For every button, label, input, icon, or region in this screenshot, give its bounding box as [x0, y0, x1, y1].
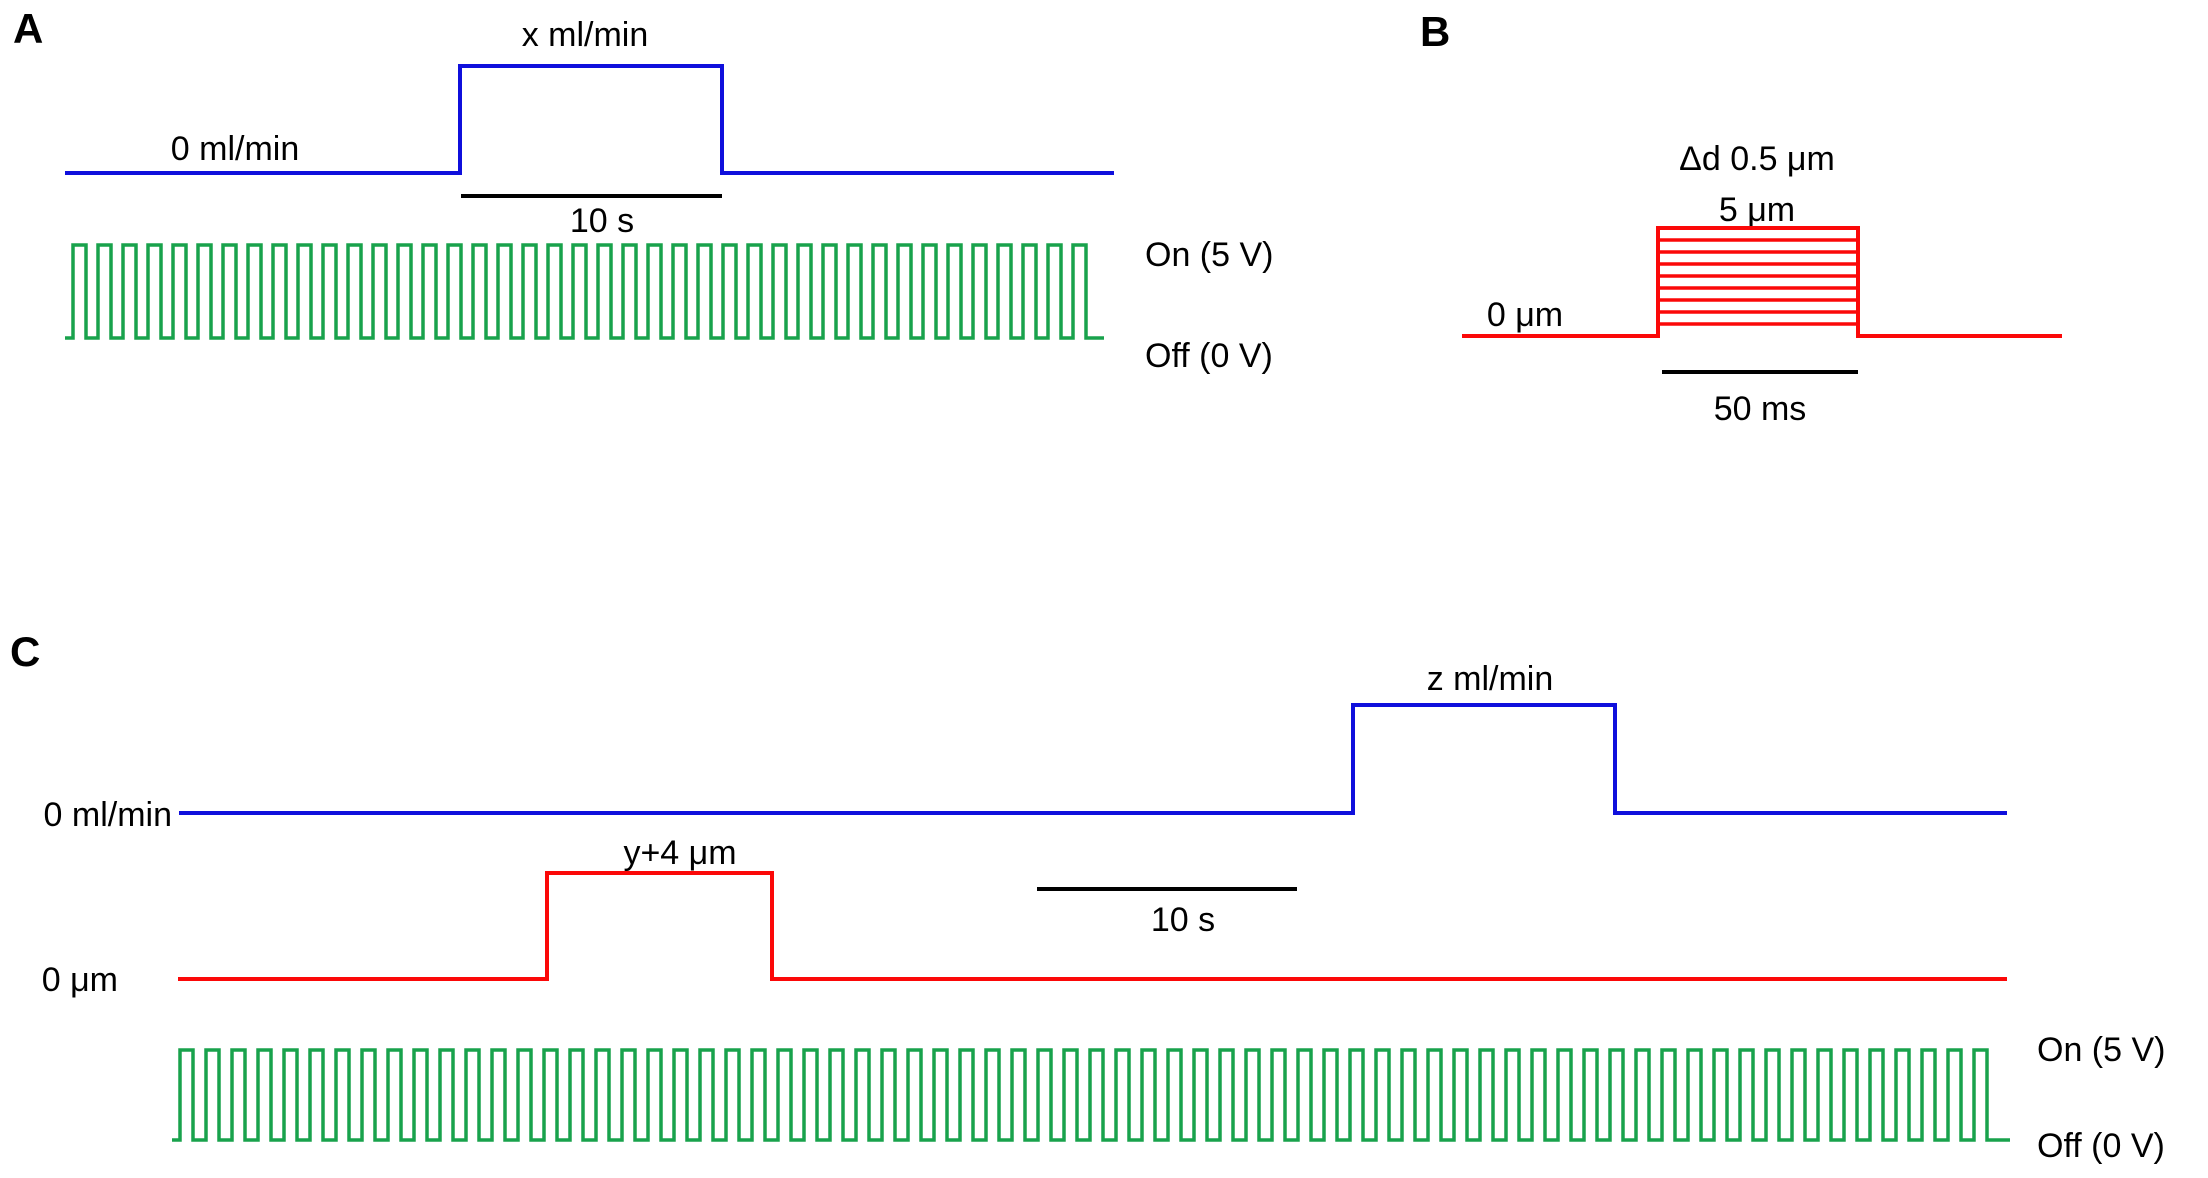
displacement-baseline-label-b: 0 μm	[1487, 296, 1563, 334]
flow-baseline-label-c: 0 ml/min	[44, 796, 172, 834]
displacement-trace-b	[1462, 226, 2062, 338]
ultrasound-pulse-train-a	[65, 243, 1104, 340]
flow-trace-a	[65, 64, 1114, 175]
displacement-step-lines-b	[1658, 238, 1858, 326]
scalebar-label-a: 10 s	[570, 202, 634, 240]
panel-b: B Δd 0.5 μm 5 μm 0 μm 50 ms	[1420, 8, 2062, 428]
ultrasound-off-label-c: Off (0 V)	[2037, 1127, 2165, 1165]
displacement-max-label-b: 5 μm	[1719, 191, 1795, 229]
panel-c: C 0 ml/min z ml/min 0 μm y+4 μm 10 s On …	[10, 628, 2165, 1165]
ultrasound-off-label-a: Off (0 V)	[1145, 337, 1273, 375]
panel-a-letter: A	[13, 5, 43, 52]
displacement-step-label-b: Δd 0.5 μm	[1679, 140, 1835, 178]
displacement-pulse-label-c: y+4 μm	[623, 834, 736, 872]
flow-trace-c	[179, 703, 2007, 815]
ultrasound-on-label-a: On (5 V)	[1145, 236, 1273, 274]
panel-c-letter: C	[10, 628, 40, 675]
flow-pulse-label-c: z ml/min	[1427, 660, 1554, 698]
scalebar-label-b: 50 ms	[1714, 390, 1807, 428]
displacement-baseline-label-c: 0 μm	[42, 961, 118, 999]
ultrasound-pulse-train-c	[172, 1048, 2010, 1142]
flow-baseline-label-a: 0 ml/min	[171, 130, 299, 168]
flow-pulse-label-a: x ml/min	[522, 16, 649, 54]
scalebar-label-c: 10 s	[1151, 901, 1215, 939]
ultrasound-on-label-c: On (5 V)	[2037, 1031, 2165, 1069]
displacement-trace-c	[178, 871, 2007, 981]
panel-b-letter: B	[1420, 8, 1450, 55]
panel-a: A 0 ml/min x ml/min 10 s On (5 V) Off (0…	[13, 5, 1273, 375]
